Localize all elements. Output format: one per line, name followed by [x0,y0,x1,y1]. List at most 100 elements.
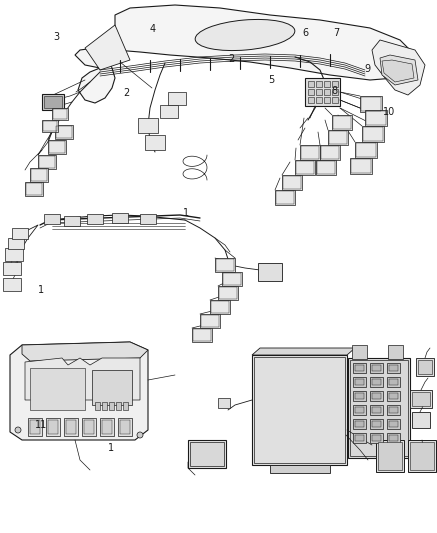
Bar [389,435,398,441]
Text: 2: 2 [124,88,130,98]
Bar [64,216,80,226]
Bar [389,421,398,427]
Text: 1: 1 [38,286,45,295]
Bar [120,420,130,434]
Bar [352,345,367,359]
Bar [56,126,72,138]
Bar [270,465,330,473]
Bar [42,94,64,110]
Bar [188,440,226,468]
Bar [308,89,314,95]
Bar [387,363,400,373]
Bar [320,145,340,160]
Bar [112,213,128,223]
Bar [30,420,40,434]
Bar [333,116,351,129]
Bar [372,407,381,413]
Bar [44,214,60,224]
Bar [389,407,398,413]
Bar [355,407,364,413]
Bar [102,402,107,410]
Bar [316,89,322,95]
Bar [12,228,28,239]
Bar [332,97,338,103]
Bar [353,377,366,387]
Bar [252,355,347,465]
Bar [353,433,366,443]
Text: 9: 9 [364,64,370,74]
Text: 3: 3 [54,33,60,42]
Bar [410,442,434,470]
Bar [355,365,364,371]
Bar [48,420,58,434]
Bar [3,278,21,291]
Bar [123,402,128,410]
Bar [295,160,315,175]
Text: 7: 7 [333,28,340,38]
Bar [372,393,381,399]
Bar [283,176,301,189]
Bar [308,97,314,103]
Bar [355,142,377,158]
Bar [193,329,211,341]
Bar [82,418,96,436]
Polygon shape [85,25,130,70]
Bar [370,433,383,443]
Bar [84,420,94,434]
Bar [362,126,384,142]
Bar [210,300,230,314]
Bar [388,345,403,359]
Bar [305,78,340,106]
Bar [301,146,319,159]
Text: 10: 10 [383,107,395,117]
Bar [353,405,366,415]
Bar [168,92,186,105]
Text: 5: 5 [268,75,274,85]
Bar [378,442,402,470]
Bar [138,118,158,133]
Bar [332,81,338,87]
Polygon shape [10,342,148,440]
Bar [387,391,400,401]
Bar [324,89,330,95]
Bar [416,358,434,376]
Bar [412,392,430,406]
Bar [350,360,408,456]
Bar [218,286,238,300]
Bar [372,435,381,441]
Bar [109,402,114,410]
Bar [145,135,165,150]
Bar [361,97,381,111]
Bar [372,421,381,427]
Text: 2: 2 [229,54,235,63]
Bar [389,365,398,371]
Bar [5,248,23,261]
Bar [28,418,42,436]
Bar [160,105,178,118]
Polygon shape [372,40,425,95]
Ellipse shape [195,19,295,51]
Bar [355,379,364,385]
Bar [258,263,282,281]
Bar [363,127,383,141]
Bar [30,168,48,182]
Bar [200,314,220,328]
Bar [324,97,330,103]
Bar [355,393,364,399]
Bar [355,421,364,427]
Bar [408,440,436,472]
Bar [351,159,371,173]
Bar [8,238,24,249]
Bar [370,419,383,429]
Text: 4: 4 [150,25,156,34]
Bar [44,96,62,108]
Bar [389,379,398,385]
Polygon shape [380,55,418,85]
Text: 1: 1 [183,208,189,218]
Bar [296,161,314,174]
Bar [219,287,237,299]
Bar [328,130,348,145]
Bar [356,143,376,157]
Bar [215,258,235,272]
Bar [317,161,335,174]
